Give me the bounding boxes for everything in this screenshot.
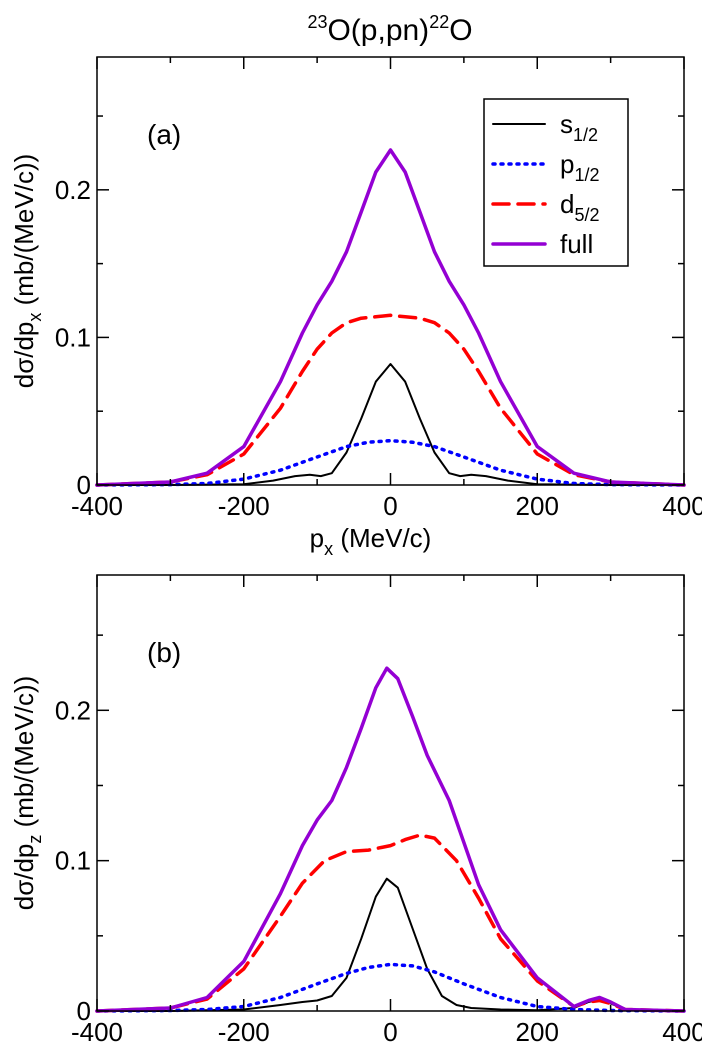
y-tick-label: 0.2 [55, 695, 91, 725]
legend-label-p: p1/2 [560, 149, 600, 185]
x-tick-label: 400 [662, 491, 702, 521]
title-tail: O [449, 14, 472, 47]
y-tick-label: 0.2 [55, 175, 91, 205]
series-p-line [95, 962, 686, 1013]
y-tick-label: 0.1 [55, 846, 91, 876]
legend: s1/2 p1/2 d5/2 full [483, 98, 629, 267]
x-tick-label: 400 [662, 1017, 702, 1047]
panel-label: (a) [147, 119, 181, 150]
plot-frame [96, 574, 685, 1012]
x-tick-label: 0 [383, 491, 397, 521]
legend-label-s: s1/2 [560, 109, 598, 145]
series-full-line [95, 666, 686, 1013]
y-axis-label: dσ/dpz (mb/(MeV/c)) [9, 676, 45, 911]
x-tick-label: -400 [71, 1017, 123, 1047]
x-axis-label: pz (MeV/c) [310, 1049, 432, 1054]
legend-label-d: d5/2 [560, 189, 600, 225]
legend-label-full: full [560, 229, 593, 259]
series-full-line [95, 148, 686, 487]
title-main: O(p,pn) [327, 14, 429, 47]
figure-title: 23O(p,pn)22O [307, 12, 472, 47]
x-tick-label: 200 [516, 1017, 559, 1047]
series-d-line [95, 833, 686, 1013]
series-p-line [95, 438, 686, 487]
x-tick-label: -200 [218, 491, 270, 521]
series-s-line [96, 363, 685, 486]
panel-b: -400 -200 0 200 400 0 0.1 0.2 pz (MeV/c) dσ/dpz (… [9, 574, 702, 1054]
series-s-line [96, 877, 685, 1012]
title-sup-right: 22 [429, 12, 449, 32]
title-sup-left: 23 [307, 12, 327, 32]
panel-a: -400 -200 0 200 400 0 0.1 0.2 px (MeV/c) dσ/dpx (… [9, 56, 702, 559]
x-tick-label: -200 [218, 1017, 270, 1047]
x-tick-label: 0 [383, 1017, 397, 1047]
legend-box [483, 98, 629, 267]
x-axis-label: px (MeV/c) [310, 523, 432, 559]
y-tick-label: 0.1 [55, 322, 91, 352]
x-tick-label: -400 [71, 491, 123, 521]
series-d-line [95, 313, 686, 487]
y-tick-label: 0 [77, 470, 91, 500]
y-axis-label: dσ/dpx (mb/(MeV/c)) [9, 154, 45, 389]
x-tick-label: 200 [516, 491, 559, 521]
panel-label: (b) [147, 637, 181, 668]
y-tick-label: 0 [77, 996, 91, 1026]
